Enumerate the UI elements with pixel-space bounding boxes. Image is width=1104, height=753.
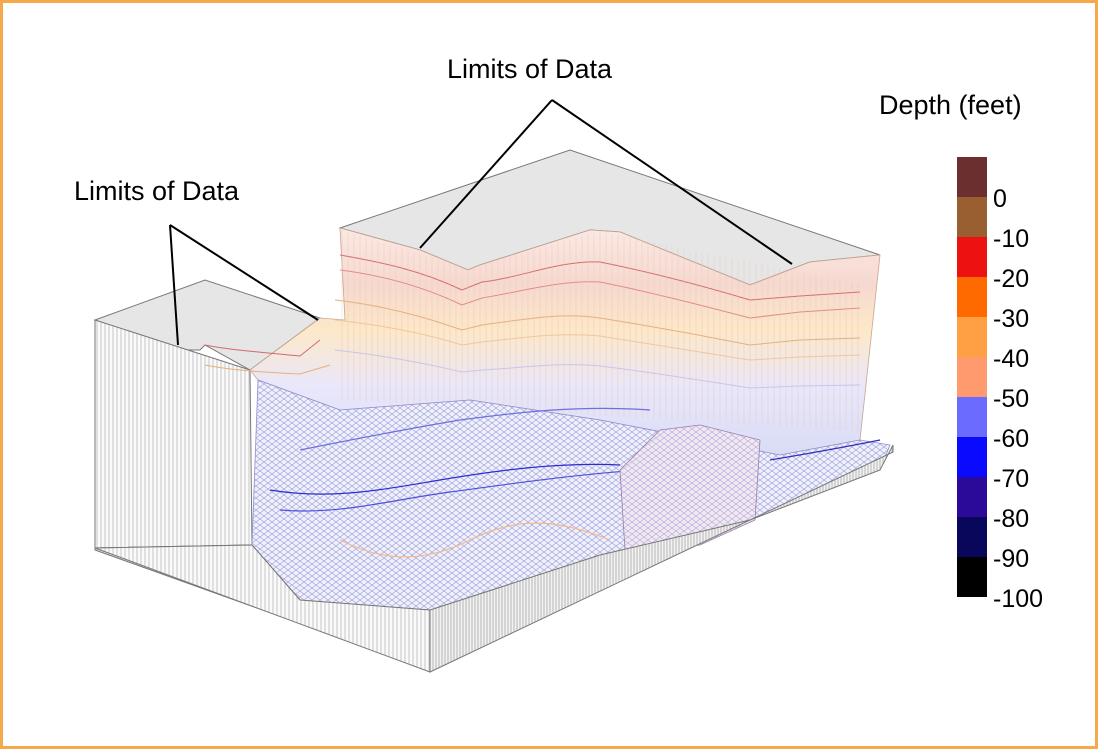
legend-title: Depth (feet): [879, 90, 1022, 120]
colorbar-swatch: [957, 277, 987, 317]
colorbar-swatch: [957, 557, 987, 597]
colorbar-swatch: [957, 157, 987, 197]
colorbar-label: -10: [993, 225, 1030, 253]
colorbar-label: -70: [993, 465, 1030, 493]
colorbar-label: -30: [993, 305, 1030, 333]
colorbar-swatch: [957, 437, 987, 477]
leader-lines: [169, 99, 793, 346]
front-wall-right: [429, 444, 894, 673]
colorbar-swatch: [957, 197, 987, 237]
limits-label-top: Limits of Data: [447, 54, 613, 84]
basin-mesh: [252, 380, 890, 610]
colorbar-swatch: [957, 517, 987, 557]
wall-contours: [204, 254, 861, 389]
colorbar-label: -50: [993, 385, 1030, 413]
colorbar-swatch: [957, 397, 987, 437]
colorbar-label: -40: [993, 345, 1030, 373]
colorbar-swatch: [957, 357, 987, 397]
colorbar-swatch: [957, 317, 987, 357]
limits-label-left: Limits of Data: [74, 176, 240, 206]
colorbar-swatch: [957, 237, 987, 277]
wall-mesh: [341, 230, 859, 432]
colorbar-label: -90: [993, 545, 1030, 573]
colorbar-label: -20: [993, 265, 1030, 293]
colorbar-swatch: [957, 477, 987, 517]
colorbar-label: 0: [993, 185, 1007, 213]
colorbar-label: -80: [993, 505, 1030, 533]
colorbar-label: -100: [993, 585, 1044, 613]
front-wall-bottom: [94, 544, 431, 673]
mound-mesh: [620, 425, 760, 550]
colorbar-label: -60: [993, 425, 1030, 453]
depth-colorbar: [957, 157, 989, 597]
